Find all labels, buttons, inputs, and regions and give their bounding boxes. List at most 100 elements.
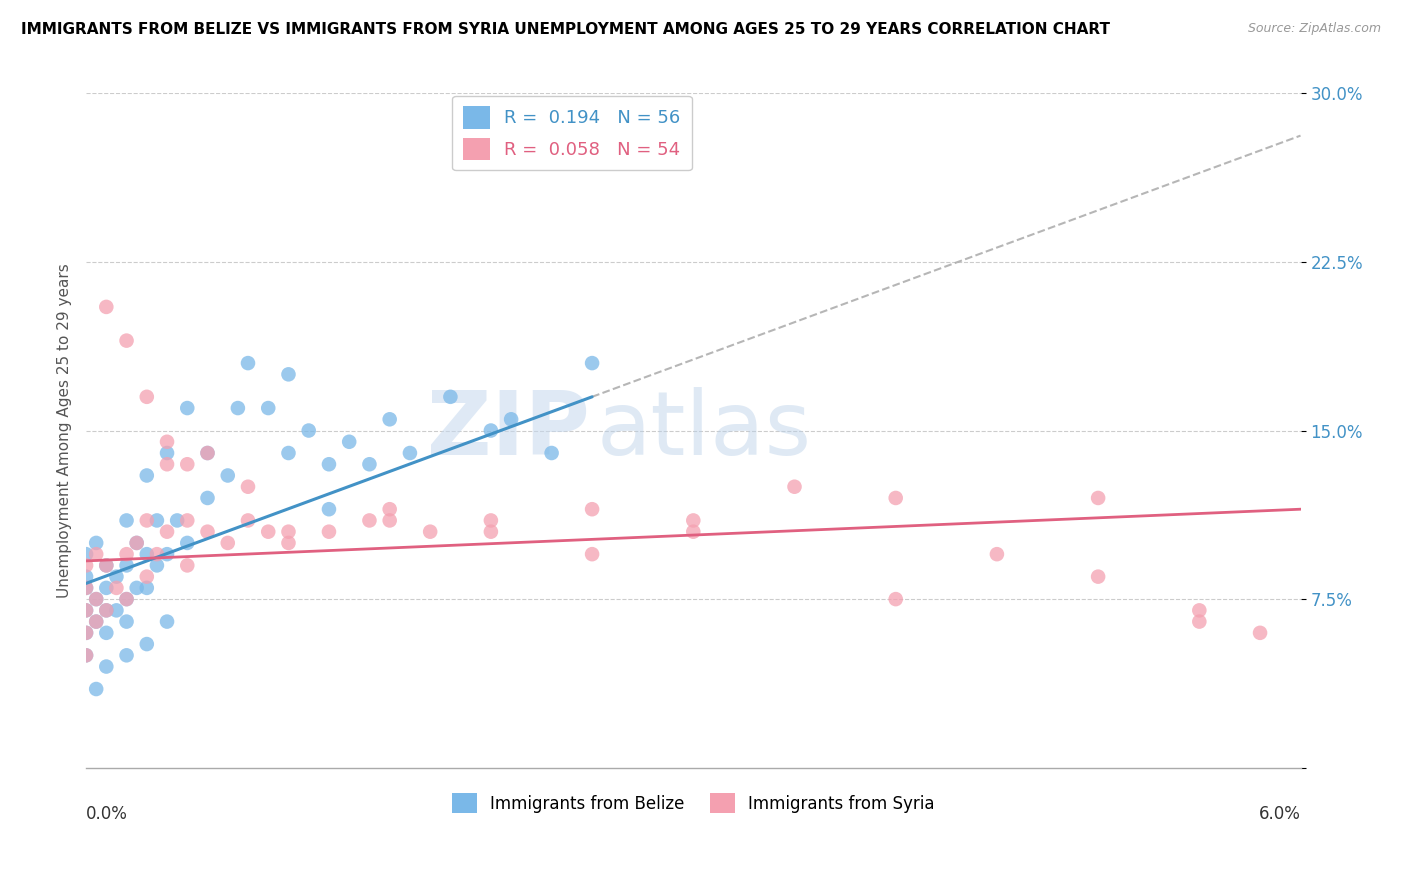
Point [359,513,381,527]
Point [540,446,562,460]
Point [1087,491,1109,505]
Text: 6.0%: 6.0% [1258,805,1301,822]
Point [439,390,461,404]
Point [298,424,321,438]
Point [96,581,118,595]
Point [75,558,97,573]
Point [176,513,198,527]
Point [96,603,118,617]
Point [135,569,157,583]
Point [115,558,138,573]
Point [96,558,118,573]
Point [96,625,118,640]
Point [96,558,118,573]
Point [318,502,340,516]
Point [146,547,169,561]
Point [581,356,603,370]
Point [135,468,157,483]
Point [84,615,107,629]
Point [156,547,179,561]
Point [277,446,299,460]
Text: IMMIGRANTS FROM BELIZE VS IMMIGRANTS FROM SYRIA UNEMPLOYMENT AMONG AGES 25 TO 29: IMMIGRANTS FROM BELIZE VS IMMIGRANTS FRO… [21,22,1111,37]
Point [378,412,401,426]
Point [378,513,401,527]
Point [359,457,381,471]
Point [176,457,198,471]
Point [135,390,157,404]
Text: Source: ZipAtlas.com: Source: ZipAtlas.com [1247,22,1381,36]
Point [197,491,219,505]
Point [277,368,299,382]
Point [197,446,219,460]
Point [156,434,179,449]
Legend: Immigrants from Belize, Immigrants from Syria: Immigrants from Belize, Immigrants from … [446,787,941,820]
Point [197,446,219,460]
Point [146,513,169,527]
Point [166,513,188,527]
Point [75,581,97,595]
Point [217,468,239,483]
Point [96,659,118,673]
Text: atlas: atlas [596,387,811,474]
Point [84,592,107,607]
Point [226,401,249,415]
Point [501,412,523,426]
Point [479,513,502,527]
Point [75,603,97,617]
Point [1188,603,1211,617]
Point [378,502,401,516]
Point [176,558,198,573]
Text: 0.0%: 0.0% [86,805,128,822]
Point [257,524,280,539]
Point [135,547,157,561]
Point [105,603,128,617]
Point [277,524,299,539]
Point [1087,569,1109,583]
Point [125,536,148,550]
Point [257,401,280,415]
Point [75,603,97,617]
Point [75,648,97,663]
Point [682,513,704,527]
Point [318,524,340,539]
Point [682,524,704,539]
Point [84,547,107,561]
Point [84,681,107,696]
Point [115,334,138,348]
Point [84,592,107,607]
Point [135,637,157,651]
Point [236,356,259,370]
Point [105,569,128,583]
Point [75,625,97,640]
Point [115,592,138,607]
Point [135,581,157,595]
Point [399,446,422,460]
Point [146,558,169,573]
Point [75,547,97,561]
Point [105,581,128,595]
Text: ZIP: ZIP [427,387,591,474]
Point [75,581,97,595]
Point [197,524,219,539]
Point [1188,615,1211,629]
Point [581,547,603,561]
Y-axis label: Unemployment Among Ages 25 to 29 years: Unemployment Among Ages 25 to 29 years [58,263,72,598]
Point [236,480,259,494]
Point [115,547,138,561]
Point [581,502,603,516]
Point [96,603,118,617]
Point [125,581,148,595]
Point [125,536,148,550]
Point [337,434,360,449]
Point [176,401,198,415]
Point [84,536,107,550]
Point [96,300,118,314]
Point [156,615,179,629]
Point [884,592,907,607]
Point [115,615,138,629]
Point [217,536,239,550]
Point [115,648,138,663]
Point [115,592,138,607]
Point [783,480,806,494]
Point [156,446,179,460]
